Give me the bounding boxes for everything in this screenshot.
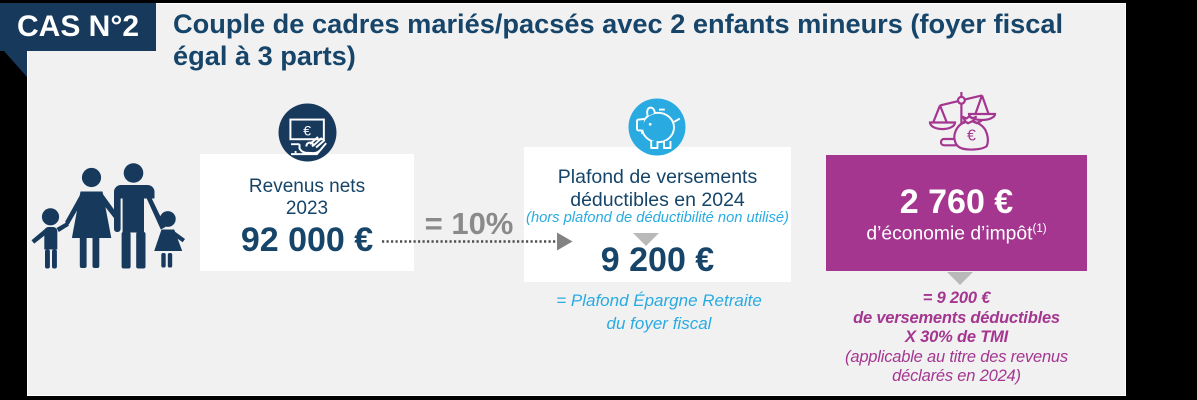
svg-text:€: €: [303, 122, 311, 138]
svg-text:€: €: [967, 128, 976, 145]
